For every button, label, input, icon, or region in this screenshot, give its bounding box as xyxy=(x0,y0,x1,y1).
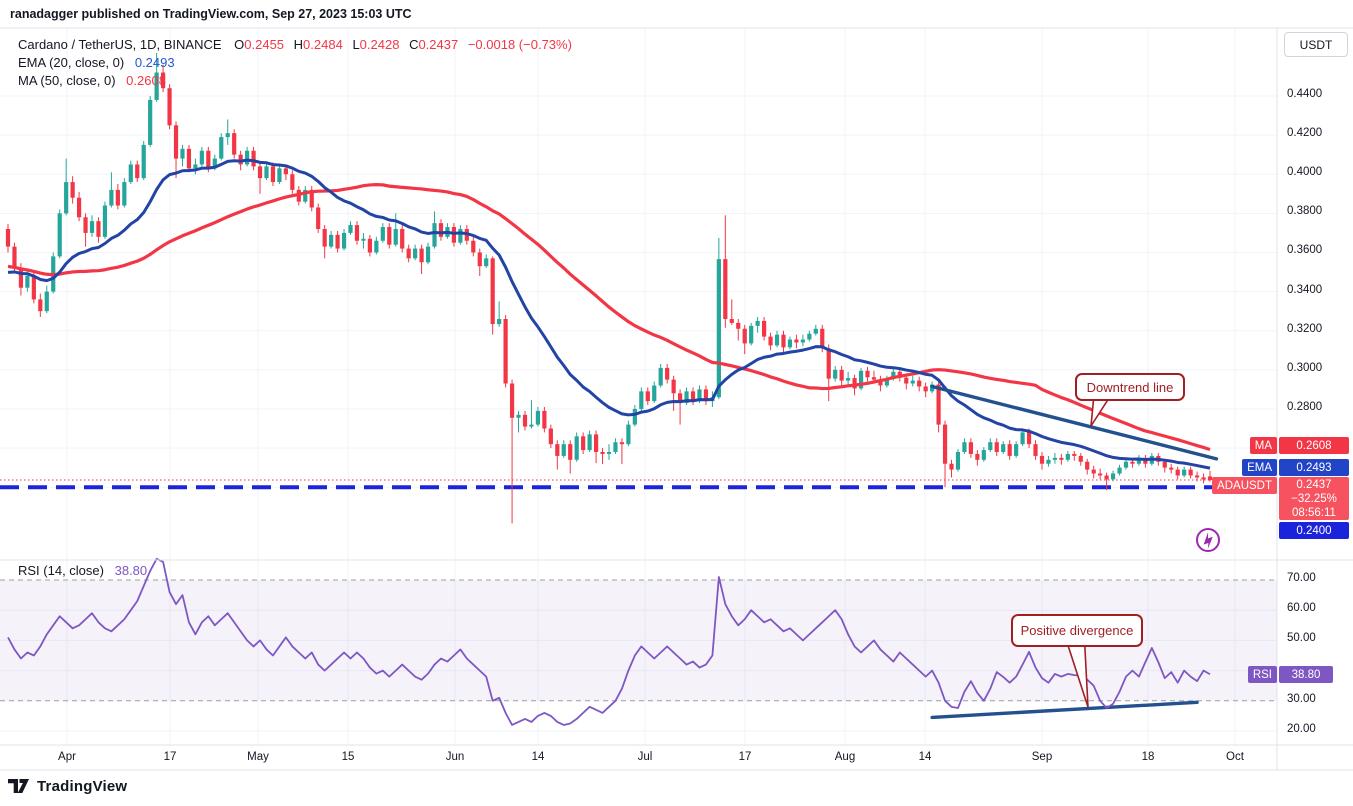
currency-toggle-button[interactable]: USDT xyxy=(1284,32,1348,57)
price-tick-label: 0.3600 xyxy=(1287,244,1323,257)
price-tick-label: 0.3800 xyxy=(1287,205,1323,218)
close-label: C xyxy=(409,37,419,52)
close-value: 0.2437 xyxy=(418,37,459,52)
rsi-axis-value-badge: 38.80 xyxy=(1279,666,1333,683)
time-axis-label: 18 xyxy=(1141,751,1155,763)
symbol-legend-row: Cardano / TetherUS, 1D, BINANCE O0.2455 … xyxy=(18,37,572,52)
time-axis-label: Jun xyxy=(445,751,465,763)
symbol-title: Cardano / TetherUS, 1D, BINANCE xyxy=(18,37,222,52)
price-tick-label: 0.3400 xyxy=(1287,283,1323,296)
time-axis-label: 14 xyxy=(918,751,932,763)
high-value: 0.2484 xyxy=(303,37,343,52)
time-axis-label: May xyxy=(247,751,269,763)
rsi-axis-label-badge: RSI xyxy=(1247,666,1277,683)
rsi-legend-label: RSI (14, close) xyxy=(18,563,104,578)
price-tick-label: 0.3200 xyxy=(1287,322,1323,335)
low-value: 0.2428 xyxy=(359,37,400,52)
time-axis-label: 14 xyxy=(531,751,545,763)
low-label: L xyxy=(352,37,360,52)
publish-bar: ranadagger published on TradingView.com,… xyxy=(10,7,412,21)
ma-axis-label-badge: MA xyxy=(1249,437,1277,454)
price-tick-label: 0.4000 xyxy=(1287,166,1323,179)
tradingview-attribution[interactable]: TradingView xyxy=(8,777,127,796)
ema-legend-value: 0.2493 xyxy=(134,55,175,70)
rsi-legend-value: 38.80 xyxy=(114,563,148,578)
last-price: 0.2437 xyxy=(1296,478,1332,491)
positive-divergence-callout[interactable]: Positive divergence xyxy=(1011,614,1143,647)
ema-legend-label: EMA (20, close, 0) xyxy=(18,55,125,70)
rsi-tick-label: 50.00 xyxy=(1287,632,1316,645)
price-tick-label: 0.3000 xyxy=(1287,361,1323,374)
time-axis-label: Jul xyxy=(637,751,653,763)
time-axis-label: Apr xyxy=(58,751,76,763)
downtrend-line-callout[interactable]: Downtrend line xyxy=(1075,373,1185,401)
ma-axis-value-badge: 0.2608 xyxy=(1279,437,1349,454)
rsi-tick-label: 30.00 xyxy=(1287,692,1316,705)
price-tick-label: 0.2800 xyxy=(1287,400,1323,413)
time-axis-label: Oct xyxy=(1226,751,1244,763)
change-percent: −32.25% xyxy=(1291,492,1337,505)
tradingview-brand-text: TradingView xyxy=(37,778,128,795)
rsi-legend-row: RSI (14, close) 38.80 xyxy=(18,563,147,578)
ma-legend-label: MA (50, close, 0) xyxy=(18,73,116,88)
ema-axis-value-badge: 0.2493 xyxy=(1279,459,1349,476)
time-axis-label: 15 xyxy=(341,751,355,763)
time-axis-label: 17 xyxy=(738,751,752,763)
support-line-price-badge: 0.2400 xyxy=(1279,522,1349,539)
ma-legend-value: 0.2608 xyxy=(126,73,166,88)
price-tick-label: 0.4200 xyxy=(1287,127,1323,140)
last-price-countdown-badge: 0.2437 −32.25% 08:56:11 xyxy=(1279,477,1349,520)
change-value: −0.0018 (−0.73%) xyxy=(467,37,572,52)
time-axis-label: Aug xyxy=(834,751,856,763)
price-tick-label: 0.4400 xyxy=(1287,88,1323,100)
rsi-tick-label: 60.00 xyxy=(1287,602,1316,615)
open-label: O xyxy=(234,37,245,52)
ema-axis-label-badge: EMA xyxy=(1242,459,1277,476)
symbol-axis-label-badge: ADAUSDT xyxy=(1212,477,1277,494)
high-label: H xyxy=(293,37,304,52)
ma-legend-row: MA (50, close, 0) 0.2608 xyxy=(18,73,166,88)
time-axis-label: Sep xyxy=(1031,751,1053,763)
tradingview-logo-icon xyxy=(8,779,29,793)
ema-legend-row: EMA (20, close, 0) 0.2493 xyxy=(18,55,175,70)
open-value: 0.2455 xyxy=(244,37,285,52)
rsi-tick-label: 20.00 xyxy=(1287,723,1316,735)
rsi-tick-label: 70.00 xyxy=(1287,572,1316,584)
bar-countdown: 08:56:11 xyxy=(1292,506,1336,519)
time-axis-label: 17 xyxy=(163,751,177,763)
